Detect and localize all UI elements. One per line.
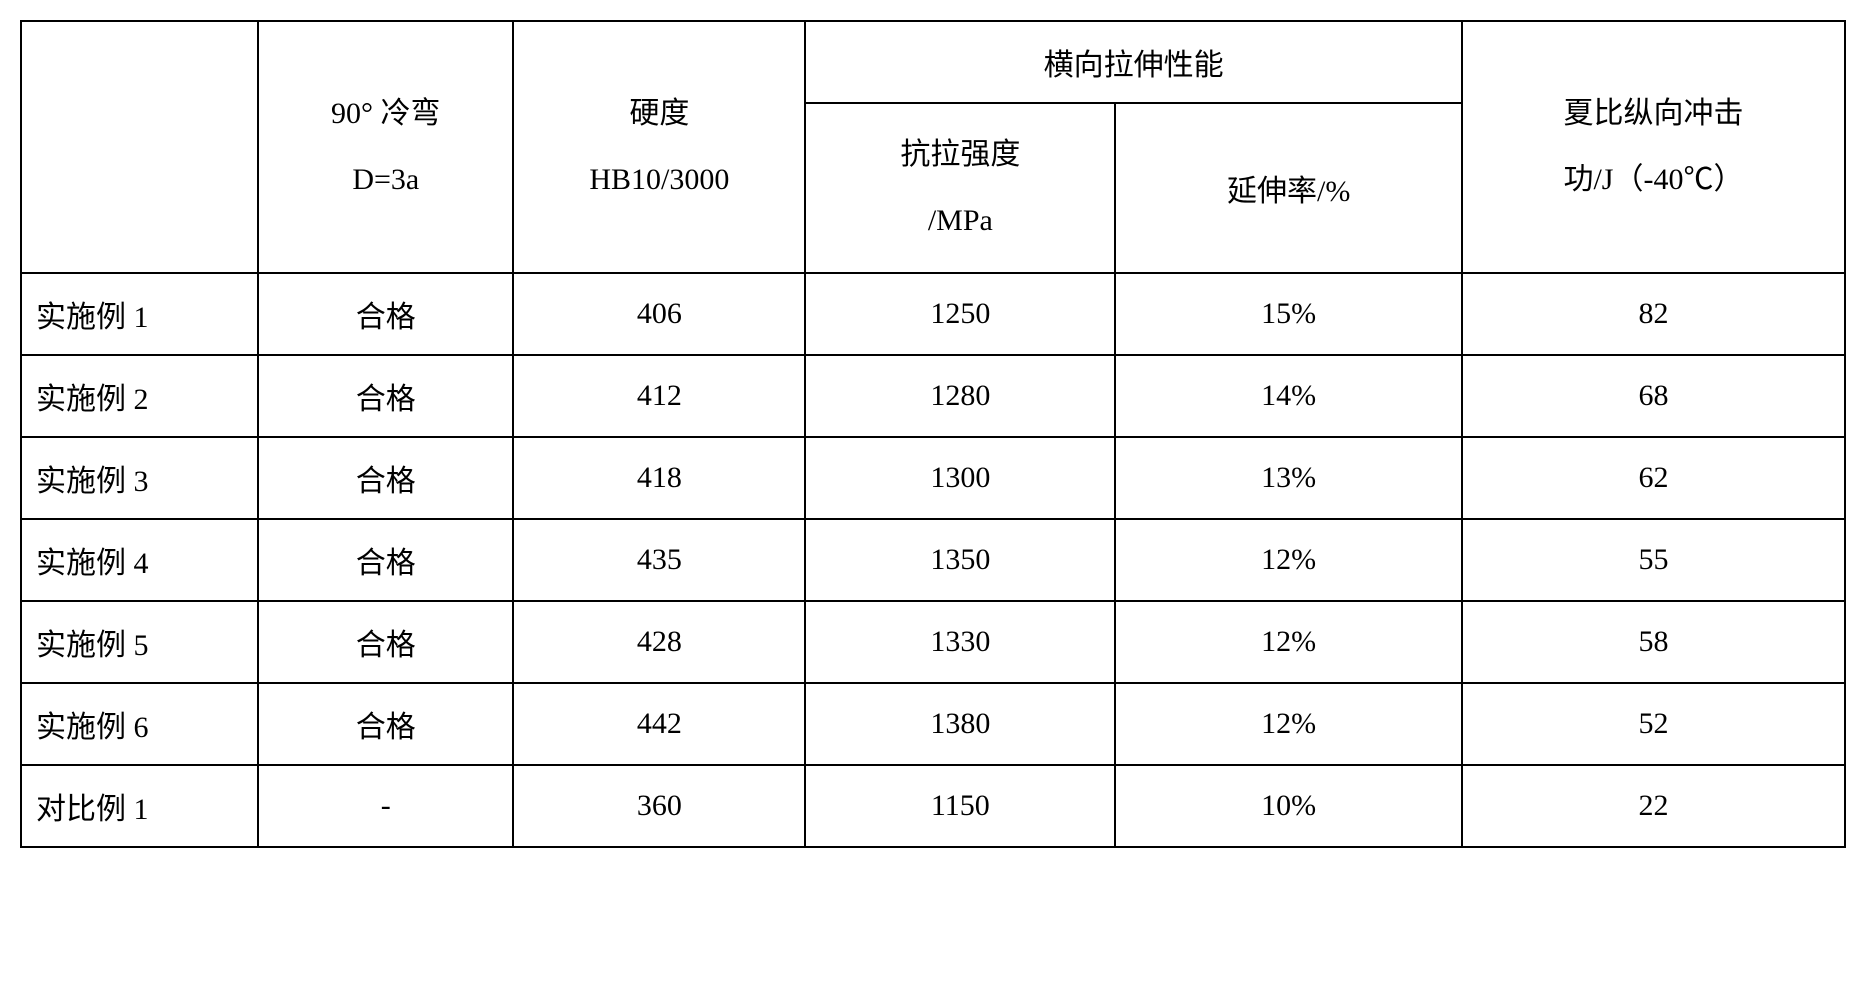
header-tensile-strength: 抗拉强度/MPa <box>805 103 1115 273</box>
cell-tensile: 1280 <box>805 355 1115 437</box>
cell-charpy: 22 <box>1462 765 1845 847</box>
cell-label: 对比例 1 <box>21 765 258 847</box>
cell-tensile: 1350 <box>805 519 1115 601</box>
properties-table: 90° 冷弯D=3a 硬度HB10/3000 横向拉伸性能 夏比纵向冲击功/J（… <box>20 20 1846 848</box>
cell-elong: 15% <box>1115 273 1462 355</box>
cell-tensile: 1380 <box>805 683 1115 765</box>
cell-label: 实施例 5 <box>21 601 258 683</box>
table-row: 实施例 6 合格 442 1380 12% 52 <box>21 683 1845 765</box>
cell-cold-bend: 合格 <box>258 683 513 765</box>
cell-tensile: 1300 <box>805 437 1115 519</box>
header-cold-bend: 90° 冷弯D=3a <box>258 21 513 273</box>
table-row: 实施例 4 合格 435 1350 12% 55 <box>21 519 1845 601</box>
cell-cold-bend: 合格 <box>258 519 513 601</box>
cell-hardness: 418 <box>513 437 805 519</box>
cell-label: 实施例 3 <box>21 437 258 519</box>
cell-label: 实施例 1 <box>21 273 258 355</box>
cell-elong: 12% <box>1115 683 1462 765</box>
cell-charpy: 55 <box>1462 519 1845 601</box>
cell-charpy: 62 <box>1462 437 1845 519</box>
table-row: 实施例 5 合格 428 1330 12% 58 <box>21 601 1845 683</box>
cell-hardness: 406 <box>513 273 805 355</box>
table-header: 90° 冷弯D=3a 硬度HB10/3000 横向拉伸性能 夏比纵向冲击功/J（… <box>21 21 1845 273</box>
cell-label: 实施例 2 <box>21 355 258 437</box>
table-row: 实施例 1 合格 406 1250 15% 82 <box>21 273 1845 355</box>
cell-hardness: 442 <box>513 683 805 765</box>
cell-hardness: 360 <box>513 765 805 847</box>
cell-elong: 14% <box>1115 355 1462 437</box>
cell-charpy: 52 <box>1462 683 1845 765</box>
cell-charpy: 68 <box>1462 355 1845 437</box>
cell-charpy: 82 <box>1462 273 1845 355</box>
header-elongation: 延伸率/% <box>1115 103 1462 273</box>
cell-label: 实施例 4 <box>21 519 258 601</box>
cell-cold-bend: 合格 <box>258 437 513 519</box>
cell-charpy: 58 <box>1462 601 1845 683</box>
cell-hardness: 428 <box>513 601 805 683</box>
cell-elong: 13% <box>1115 437 1462 519</box>
cell-elong: 12% <box>1115 601 1462 683</box>
cell-hardness: 435 <box>513 519 805 601</box>
table-row: 对比例 1 - 360 1150 10% 22 <box>21 765 1845 847</box>
cell-cold-bend: 合格 <box>258 601 513 683</box>
cell-elong: 10% <box>1115 765 1462 847</box>
table-body: 实施例 1 合格 406 1250 15% 82 实施例 2 合格 412 12… <box>21 273 1845 847</box>
cell-tensile: 1150 <box>805 765 1115 847</box>
cell-label: 实施例 6 <box>21 683 258 765</box>
table-row: 实施例 3 合格 418 1300 13% 62 <box>21 437 1845 519</box>
header-tensile-group: 横向拉伸性能 <box>805 21 1462 103</box>
header-charpy: 夏比纵向冲击功/J（-40℃） <box>1462 21 1845 273</box>
header-row-1: 90° 冷弯D=3a 硬度HB10/3000 横向拉伸性能 夏比纵向冲击功/J（… <box>21 21 1845 103</box>
cell-cold-bend: - <box>258 765 513 847</box>
cell-tensile: 1250 <box>805 273 1115 355</box>
header-blank <box>21 21 258 273</box>
cell-cold-bend: 合格 <box>258 355 513 437</box>
cell-elong: 12% <box>1115 519 1462 601</box>
table-row: 实施例 2 合格 412 1280 14% 68 <box>21 355 1845 437</box>
cell-cold-bend: 合格 <box>258 273 513 355</box>
cell-tensile: 1330 <box>805 601 1115 683</box>
header-hardness: 硬度HB10/3000 <box>513 21 805 273</box>
cell-hardness: 412 <box>513 355 805 437</box>
